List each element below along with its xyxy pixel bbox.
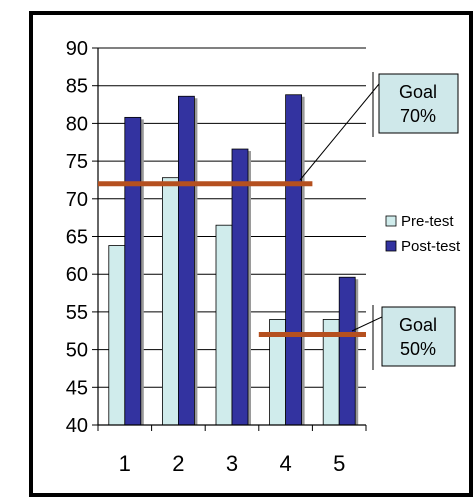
y-tick-label: 60 — [66, 264, 88, 286]
y-tick-label: 45 — [66, 377, 88, 399]
axes — [97, 48, 367, 431]
callout-box-1 — [378, 73, 459, 134]
x-tick-labels: 1 2 3 4 5 — [119, 451, 346, 476]
legend-swatch-pre-test — [385, 215, 397, 227]
y-tick-label: 70 — [66, 189, 88, 211]
callout-box-2 — [381, 306, 456, 367]
y-tick-label: 65 — [66, 227, 88, 249]
bar-pre-test — [108, 245, 126, 426]
bar-pre-test — [161, 177, 179, 426]
bar-post-test — [177, 95, 195, 426]
y-tick-label: 90 — [66, 38, 88, 60]
goal-callout-2: Goal 50% — [351, 305, 456, 370]
bar-post-test — [231, 148, 249, 426]
x-tick-label: 1 — [119, 451, 131, 476]
callout-pointer-1 — [299, 83, 380, 181]
y-tick-label: 50 — [66, 340, 88, 362]
bars — [108, 94, 359, 426]
goal-callout-1: Goal 70% — [299, 72, 459, 181]
y-tick-label: 80 — [66, 113, 88, 135]
bar-post-test — [338, 276, 356, 426]
bar-post-test — [124, 116, 142, 426]
callout-pointer-2 — [351, 316, 383, 332]
bar-post-test — [285, 94, 303, 426]
y-tick-label: 40 — [66, 415, 88, 437]
callout-line2-1: 70% — [400, 106, 436, 126]
y-tick-label: 55 — [66, 302, 88, 324]
x-tick-label: 3 — [226, 451, 238, 476]
x-tick-label: 5 — [333, 451, 345, 476]
legend-swatch-post-test — [385, 240, 397, 252]
x-tick-label: 2 — [172, 451, 184, 476]
y-tick-labels: 40 45 50 55 60 65 70 75 80 85 90 — [66, 38, 88, 437]
goal-lines — [98, 181, 366, 338]
legend-label-post-test: Post-test — [401, 238, 461, 255]
legend-label-pre-test: Pre-test — [401, 213, 454, 230]
legend: Pre-test Post-test — [385, 213, 461, 255]
x-tick-label: 4 — [279, 451, 291, 476]
callout-line1-2: Goal — [399, 315, 437, 335]
callout-line1-1: Goal — [399, 82, 437, 102]
bar-pre-test — [215, 224, 233, 426]
callout-line2-2: 50% — [400, 339, 436, 359]
y-tick-label: 75 — [66, 151, 88, 173]
y-tick-label: 85 — [66, 76, 88, 98]
